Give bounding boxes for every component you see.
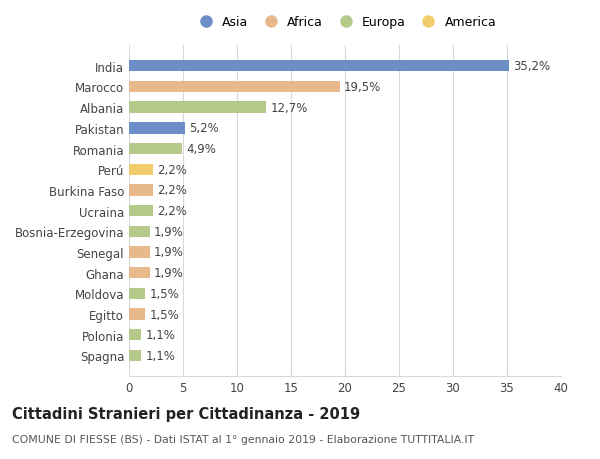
Text: 4,9%: 4,9% bbox=[186, 143, 216, 156]
Bar bbox=[129, 185, 153, 196]
Bar bbox=[129, 82, 340, 93]
Text: 2,2%: 2,2% bbox=[157, 205, 187, 218]
Text: 5,2%: 5,2% bbox=[190, 122, 219, 135]
Text: 35,2%: 35,2% bbox=[514, 60, 551, 73]
Bar bbox=[129, 164, 153, 175]
Text: Cittadini Stranieri per Cittadinanza - 2019: Cittadini Stranieri per Cittadinanza - 2… bbox=[12, 406, 360, 421]
Text: 19,5%: 19,5% bbox=[344, 81, 381, 94]
Bar bbox=[129, 268, 149, 279]
Bar bbox=[129, 144, 182, 155]
Bar bbox=[129, 309, 145, 320]
Bar bbox=[129, 61, 509, 72]
Text: 1,1%: 1,1% bbox=[145, 329, 175, 341]
Text: 1,9%: 1,9% bbox=[154, 225, 184, 238]
Bar bbox=[129, 350, 141, 361]
Legend: Asia, Africa, Europa, America: Asia, Africa, Europa, America bbox=[190, 12, 500, 33]
Bar bbox=[129, 102, 266, 113]
Bar bbox=[129, 247, 149, 258]
Bar bbox=[129, 206, 153, 217]
Text: 12,7%: 12,7% bbox=[271, 101, 308, 114]
Text: 1,5%: 1,5% bbox=[149, 308, 179, 321]
Bar bbox=[129, 288, 145, 299]
Text: COMUNE DI FIESSE (BS) - Dati ISTAT al 1° gennaio 2019 - Elaborazione TUTTITALIA.: COMUNE DI FIESSE (BS) - Dati ISTAT al 1°… bbox=[12, 434, 474, 444]
Text: 2,2%: 2,2% bbox=[157, 184, 187, 197]
Bar bbox=[129, 226, 149, 237]
Text: 1,5%: 1,5% bbox=[149, 287, 179, 300]
Text: 1,1%: 1,1% bbox=[145, 349, 175, 362]
Bar bbox=[129, 330, 141, 341]
Text: 1,9%: 1,9% bbox=[154, 267, 184, 280]
Text: 1,9%: 1,9% bbox=[154, 246, 184, 259]
Bar bbox=[129, 123, 185, 134]
Text: 2,2%: 2,2% bbox=[157, 163, 187, 176]
